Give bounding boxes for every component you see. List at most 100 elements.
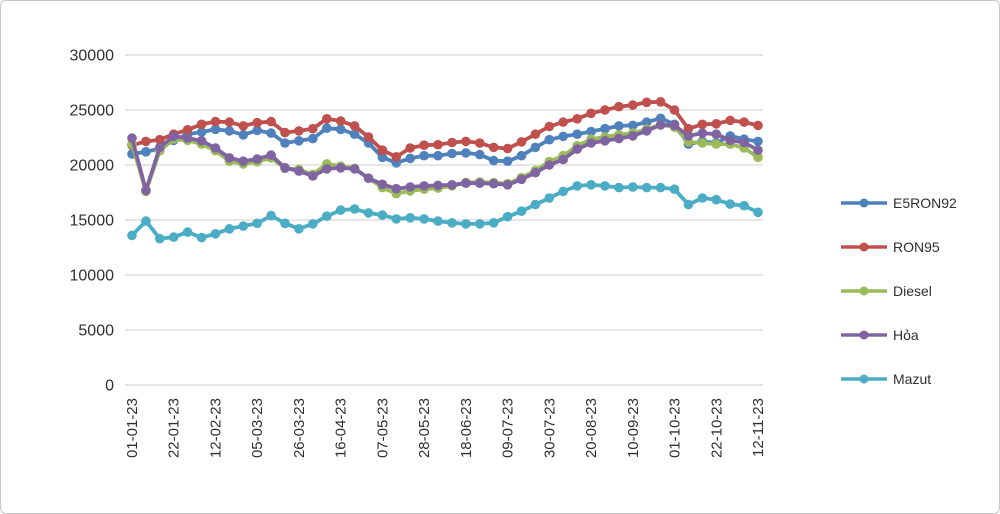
data-point xyxy=(308,133,318,144)
data-point xyxy=(196,136,207,146)
data-point xyxy=(182,125,193,135)
data-point xyxy=(294,126,304,136)
x-tick-label: 01-01-23 xyxy=(124,398,141,458)
data-point xyxy=(182,133,193,143)
legend-label: Diesel xyxy=(893,283,932,299)
data-point xyxy=(475,149,485,160)
data-point xyxy=(614,121,624,131)
legend-item-mazut: Mazut xyxy=(841,371,931,387)
data-point xyxy=(628,182,638,192)
y-tick-label: 10000 xyxy=(70,268,115,285)
x-tick-label: 22-01-23 xyxy=(166,398,183,458)
data-point xyxy=(224,224,235,234)
data-point xyxy=(238,121,249,131)
data-point xyxy=(628,120,638,131)
y-tick-label: 25000 xyxy=(70,103,115,120)
data-point xyxy=(544,193,555,203)
data-point xyxy=(697,119,708,130)
data-point xyxy=(196,119,207,130)
data-point xyxy=(168,131,179,142)
data-point xyxy=(739,137,749,148)
data-point xyxy=(628,131,638,141)
x-tick-label: 05-03-23 xyxy=(249,398,266,458)
data-point xyxy=(558,154,568,165)
x-tick-label: 16-04-23 xyxy=(333,398,350,458)
data-point xyxy=(238,221,249,231)
data-point xyxy=(753,136,763,147)
data-point xyxy=(405,182,416,192)
data-point xyxy=(363,208,374,218)
data-point xyxy=(322,211,332,221)
data-point xyxy=(655,113,666,124)
data-point xyxy=(753,207,763,218)
data-point xyxy=(475,219,485,229)
data-point xyxy=(447,148,457,159)
data-point xyxy=(405,153,416,164)
data-point xyxy=(377,152,388,163)
legend-label: Mazut xyxy=(893,371,931,387)
legend-marker-dot xyxy=(859,374,869,384)
data-point xyxy=(655,97,666,107)
x-axis-labels: 01-01-23 22-01-23 12-02-23 05-03-23 26-03-23… xyxy=(124,398,767,458)
data-point xyxy=(711,119,722,129)
data-point xyxy=(322,123,332,133)
data-point xyxy=(572,114,582,124)
data-point xyxy=(196,127,207,137)
data-point xyxy=(363,173,374,183)
series-line-mazut xyxy=(130,182,760,241)
x-tick-label: 26-03-23 xyxy=(291,398,308,458)
data-point xyxy=(600,123,610,134)
data-point xyxy=(294,136,304,146)
data-point xyxy=(502,143,513,154)
data-point xyxy=(377,210,388,220)
data-point xyxy=(725,199,735,209)
data-point xyxy=(711,139,722,149)
data-point xyxy=(419,214,429,224)
data-point xyxy=(697,193,708,203)
data-point xyxy=(335,116,346,126)
data-point xyxy=(127,133,137,143)
data-point xyxy=(224,117,235,127)
data-point xyxy=(224,126,235,136)
data-point xyxy=(252,218,262,229)
data-point xyxy=(127,230,137,241)
data-point xyxy=(739,200,749,211)
data-point xyxy=(600,181,610,191)
data-point xyxy=(405,143,416,153)
legend-item-e5ron92: E5RON92 xyxy=(841,195,957,211)
data-point xyxy=(377,145,388,155)
data-point xyxy=(419,181,429,191)
data-point xyxy=(516,206,527,216)
x-tick-label: 10-09-23 xyxy=(625,398,642,458)
data-point xyxy=(641,97,652,108)
data-point xyxy=(155,142,165,153)
data-point xyxy=(266,128,276,138)
data-point xyxy=(558,117,568,127)
data-point xyxy=(349,121,360,131)
data-point xyxy=(614,182,624,193)
data-point xyxy=(530,167,541,178)
data-point xyxy=(335,124,346,135)
data-point xyxy=(586,180,596,190)
data-point xyxy=(238,156,249,166)
series-layer xyxy=(127,97,763,244)
x-tick-label: 30-07-23 xyxy=(541,398,558,458)
data-point xyxy=(544,160,555,170)
data-point xyxy=(530,199,541,210)
data-point xyxy=(600,105,610,115)
series-mazut xyxy=(127,180,763,244)
data-point xyxy=(405,213,416,223)
series-line-e5ron92 xyxy=(130,116,760,165)
data-point xyxy=(502,156,513,166)
legend-label: RON95 xyxy=(893,239,940,255)
data-point xyxy=(711,194,722,205)
data-point xyxy=(252,154,262,164)
series-hoa xyxy=(127,120,763,196)
legend-marker-dot xyxy=(859,330,869,340)
data-point xyxy=(280,127,290,138)
data-point xyxy=(614,133,624,144)
y-tick-label: 5000 xyxy=(78,323,114,340)
data-point xyxy=(210,124,221,135)
data-point xyxy=(419,140,429,150)
data-point xyxy=(488,178,499,189)
